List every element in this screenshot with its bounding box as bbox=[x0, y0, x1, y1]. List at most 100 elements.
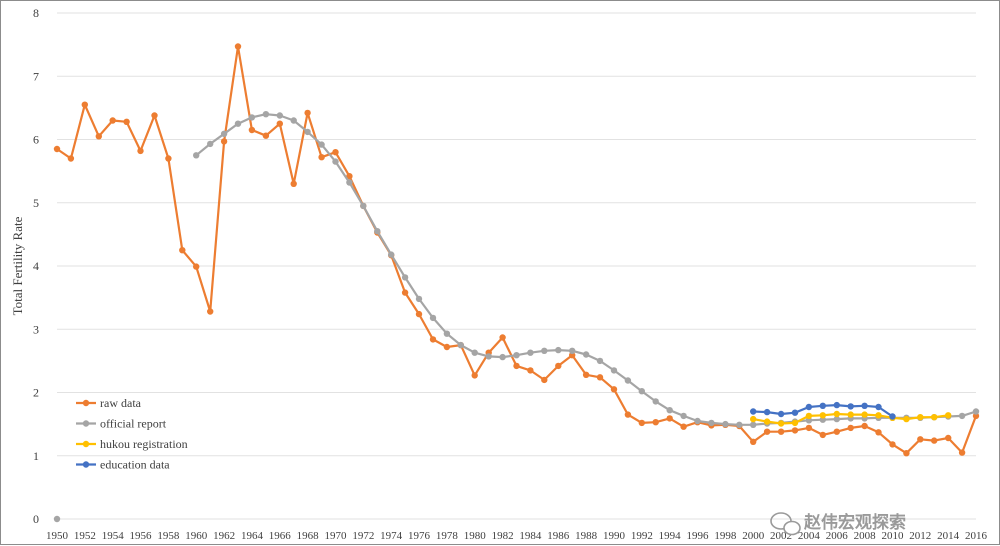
data-point-series-3 bbox=[763, 408, 771, 416]
data-point-series-0 bbox=[861, 422, 868, 430]
data-point-series-0 bbox=[415, 310, 423, 318]
data-point-series-1 bbox=[234, 120, 242, 127]
data-point-series-2 bbox=[931, 414, 938, 421]
x-tick-label: 1960 bbox=[185, 530, 208, 542]
data-point-series-0 bbox=[234, 43, 242, 50]
data-point-series-2 bbox=[819, 412, 826, 419]
data-point-series-1 bbox=[457, 341, 464, 349]
y-tick-label: 3 bbox=[33, 322, 39, 336]
data-point-series-0 bbox=[276, 120, 283, 127]
data-point-series-0 bbox=[638, 419, 645, 427]
series-line-1 bbox=[195, 113, 977, 426]
data-point-series-0 bbox=[610, 386, 618, 393]
data-point-series-0 bbox=[555, 362, 562, 370]
x-tick-label: 2006 bbox=[826, 530, 849, 542]
data-point-series-2 bbox=[903, 415, 910, 423]
x-tick-label: 1978 bbox=[436, 530, 459, 542]
data-point-series-1 bbox=[374, 228, 381, 235]
watermark-text: 赵伟宏观探索 bbox=[803, 512, 906, 533]
data-point-series-1 bbox=[499, 353, 506, 361]
legend-marker bbox=[82, 420, 90, 427]
legend-marker bbox=[82, 399, 90, 407]
data-point-series-1 bbox=[694, 417, 701, 425]
x-tick-label: 1972 bbox=[352, 530, 374, 542]
data-point-series-0 bbox=[596, 374, 604, 381]
data-point-series-0 bbox=[945, 434, 952, 442]
x-tick-label: 1956 bbox=[130, 530, 153, 542]
data-point-series-0 bbox=[443, 343, 451, 351]
data-point-series-0 bbox=[652, 419, 659, 426]
data-point-series-1 bbox=[582, 351, 590, 358]
data-point-series-1 bbox=[680, 412, 687, 420]
data-point-series-0 bbox=[471, 372, 478, 379]
data-point-series-3 bbox=[875, 403, 882, 411]
data-point-series-0 bbox=[499, 334, 506, 341]
data-point-series-1 bbox=[596, 357, 604, 365]
data-point-series-0 bbox=[624, 411, 632, 418]
x-tick-label: 1950 bbox=[46, 530, 69, 542]
data-point-series-0 bbox=[513, 362, 520, 370]
legend-label: raw data bbox=[100, 396, 142, 410]
legend-label: education data bbox=[100, 458, 170, 472]
data-point-series-2 bbox=[805, 412, 813, 420]
data-point-series-0 bbox=[53, 145, 61, 153]
data-point-series-1 bbox=[207, 140, 214, 148]
data-point-series-2 bbox=[833, 410, 840, 418]
data-point-series-0 bbox=[67, 155, 75, 162]
data-point-series-0 bbox=[527, 367, 534, 374]
data-point-series-1 bbox=[429, 314, 437, 322]
x-tick-label: 1996 bbox=[687, 530, 710, 542]
x-tick-label: 1968 bbox=[297, 530, 320, 542]
data-point-series-1 bbox=[652, 398, 659, 405]
x-tick-label: 1962 bbox=[213, 530, 235, 542]
data-point-series-1 bbox=[736, 421, 743, 428]
data-point-series-0 bbox=[262, 132, 270, 139]
x-tick-label: 1964 bbox=[241, 530, 264, 542]
y-tick-label: 0 bbox=[33, 512, 39, 526]
data-point-series-0 bbox=[931, 437, 938, 444]
x-tick-label: 1986 bbox=[547, 530, 570, 542]
data-point-series-1 bbox=[527, 349, 534, 356]
x-tick-label: 2014 bbox=[937, 530, 960, 542]
data-point-series-3 bbox=[833, 401, 840, 409]
data-point-series-0 bbox=[151, 112, 158, 119]
data-point-series-1 bbox=[276, 112, 283, 119]
data-point-series-0 bbox=[972, 412, 980, 420]
data-point-series-1 bbox=[666, 407, 673, 414]
data-point-series-1 bbox=[415, 295, 423, 303]
data-point-series-1 bbox=[193, 152, 200, 159]
data-point-series-0 bbox=[220, 138, 228, 145]
data-point-series-1 bbox=[360, 202, 367, 210]
data-point-series-1 bbox=[443, 330, 451, 337]
legend-marker bbox=[82, 461, 90, 468]
data-point-series-1 bbox=[569, 347, 576, 354]
y-tick-label: 6 bbox=[33, 133, 39, 147]
x-tick-label: 2016 bbox=[965, 530, 988, 542]
data-point-series-0 bbox=[847, 424, 854, 432]
data-point-series-0 bbox=[666, 415, 673, 422]
data-point-series-1 bbox=[555, 346, 562, 354]
x-tick-label: 1958 bbox=[157, 530, 180, 542]
data-point-series-0 bbox=[875, 429, 882, 436]
data-point-series-0 bbox=[248, 126, 256, 134]
data-point-series-0 bbox=[582, 371, 590, 378]
x-tick-label: 1988 bbox=[575, 530, 598, 542]
data-point-series-1 bbox=[346, 179, 353, 186]
data-point-series-0 bbox=[346, 173, 353, 180]
x-tick-label: 1984 bbox=[519, 530, 542, 542]
data-point-series-3 bbox=[889, 413, 896, 420]
data-point-series-2 bbox=[791, 419, 799, 427]
data-point-series-0 bbox=[193, 263, 200, 270]
data-point-series-0 bbox=[179, 247, 186, 254]
data-point-series-1 bbox=[388, 251, 395, 258]
data-point-series-0 bbox=[109, 117, 116, 124]
data-point-series-1 bbox=[722, 420, 729, 428]
x-tick-label: 1998 bbox=[714, 530, 737, 542]
y-tick-label: 7 bbox=[33, 69, 39, 83]
data-point-series-2 bbox=[875, 412, 882, 419]
data-point-series-1 bbox=[401, 274, 409, 281]
data-point-series-1 bbox=[262, 111, 270, 118]
legend-marker bbox=[82, 440, 90, 448]
x-tick-label: 2004 bbox=[798, 530, 821, 542]
